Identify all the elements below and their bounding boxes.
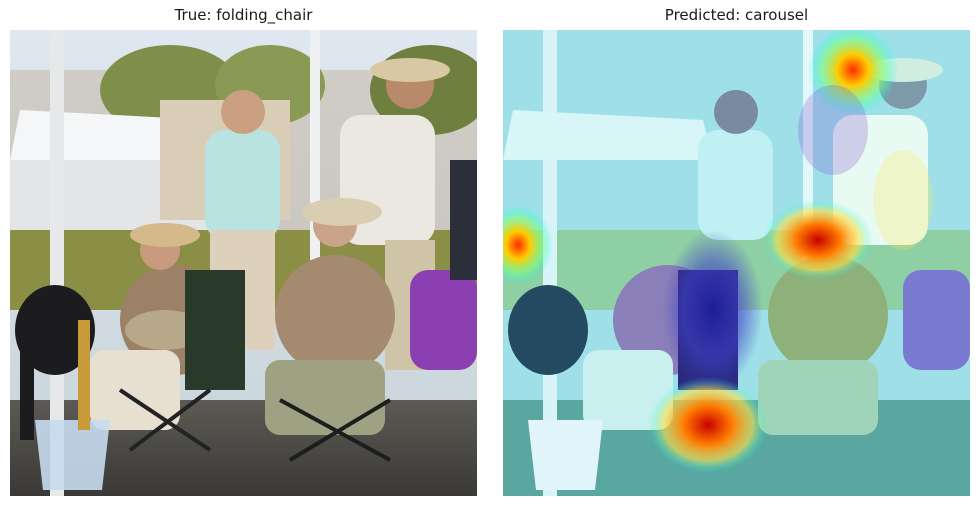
right-panel: Predicted: carousel <box>503 0 970 506</box>
heatmap-overlay-photo <box>503 30 970 496</box>
heat-hotspot-lower-center <box>648 377 768 473</box>
original-photo <box>10 30 477 496</box>
heat-hotspot-center-chest <box>763 200 873 280</box>
heat-hotspot-upper-right <box>808 30 898 115</box>
predicted-label-title: Predicted: carousel <box>664 6 809 24</box>
heat-hotspot-left-edge <box>503 205 553 285</box>
true-label-title: True: folding_chair <box>174 6 313 24</box>
left-panel: True: folding_chair <box>10 0 477 506</box>
heat-cool-region <box>663 230 763 390</box>
